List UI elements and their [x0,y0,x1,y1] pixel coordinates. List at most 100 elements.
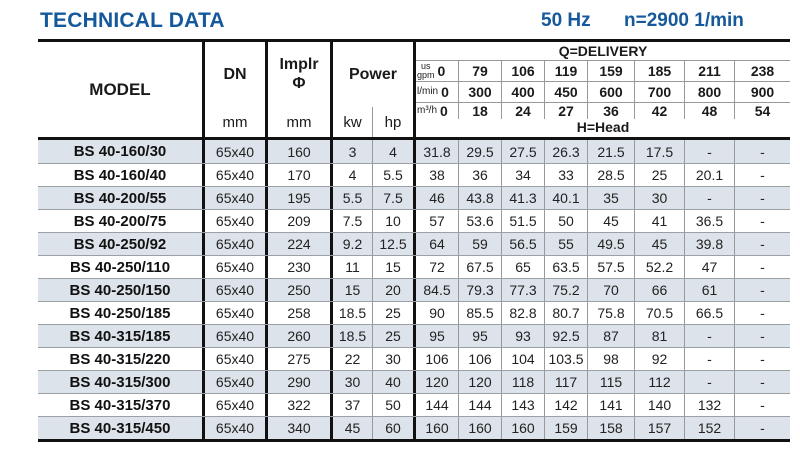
head-value-cell: - [734,187,790,209]
flow-row: m³/h 0 18 24 27 36 42 48 54 [416,103,790,119]
kw-cell: 22 [330,348,372,370]
head-value-cell: 41 [634,210,684,232]
head-value-cell: 93 [501,325,544,347]
frequency-label: 50 Hz [541,10,591,31]
delivery-title: Q=DELIVERY [416,42,790,61]
head-value-cell: 46 [413,187,458,209]
head-value-cell: - [684,140,734,163]
model-cell: BS 40-160/40 [73,166,167,184]
head-value-cell: - [734,164,790,186]
hp-cell: 15 [372,256,413,278]
head-value-cell: 142 [544,394,587,416]
head-value-cell: 82.8 [501,302,544,324]
head-value-cell: 103.5 [544,348,587,370]
head-value-cell: 36.5 [684,210,734,232]
flow-row: l/min 0 300 400 450 600 700 800 900 [416,82,790,103]
kw-cell: 15 [330,279,372,301]
head-value-cell: 63.5 [544,256,587,278]
head-value-cell: 157 [634,417,684,439]
table-row: BS 40-160/30 65x40 160 3 4 31.8 29.5 27.5 26.3 21… [38,140,790,163]
head-value-cell: 51.5 [501,210,544,232]
head-value-cell: 25 [634,164,684,186]
flow-unit-cell: us gpm 0 [416,61,458,81]
table-row: BS 40-250/110 65x40 230 11 15 72 67.5 65 63.5 57.… [38,255,790,278]
head-value-cell: 70.5 [634,302,684,324]
table-row: BS 40-250/185 65x40 258 18.5 25 90 85.5 82.8 80.… [38,301,790,324]
flow-value-cell: 300 [458,82,501,102]
head-value-cell: 120 [413,371,458,393]
head-value-cell: 21.5 [587,140,634,163]
head-value-cell: 141 [587,394,634,416]
head-value-cell: 53.6 [458,210,501,232]
head-value-cell: 31.8 [413,140,458,163]
head-value-cell: 75.8 [587,302,634,324]
flow-value-cell: 450 [544,82,587,102]
table-header: MODEL DN mm Implr Φ mm Power kw hp Q=DEL… [38,42,790,140]
impeller-label: Implr Φ [268,42,330,107]
head-value-cell: - [734,325,790,347]
table-row: BS 40-315/370 65x40 322 37 50 144 144 143 142 141… [38,393,790,416]
impeller-cell: 160 [265,140,330,163]
head-value-cell: 143 [501,394,544,416]
head-value-cell: - [734,140,790,163]
head-value-cell: 95 [458,325,501,347]
model-cell: BS 40-160/30 [73,143,167,160]
impeller-cell: 195 [265,187,330,209]
flow-value-cell: 18 [458,103,501,119]
kw-cell: 11 [330,256,372,278]
hp-unit-label: hp [372,107,413,137]
head-value-cell: 115 [587,371,634,393]
head-value-cell: 106 [413,348,458,370]
head-value-cell: 45 [587,210,634,232]
head-value-cell: 144 [413,394,458,416]
flow-value-cell: 600 [587,82,634,102]
dn-cell: 65x40 [202,394,265,416]
head-value-cell: - [684,325,734,347]
kw-cell: 7.5 [330,210,372,232]
head-value-cell: 72 [413,256,458,278]
kw-cell: 3 [330,140,372,163]
dn-cell: 65x40 [202,164,265,186]
model-cell: BS 40-200/75 [73,212,167,230]
model-cell: BS 40-250/185 [69,304,171,322]
dn-cell: 65x40 [202,256,265,278]
head-value-cell: - [684,371,734,393]
head-value-cell: 92.5 [544,325,587,347]
head-value-cell: - [734,417,790,439]
head-value-cell: 65 [501,256,544,278]
impeller-cell: 250 [265,279,330,301]
kw-cell: 18.5 [330,325,372,347]
flow-unit-label: l/min [417,86,439,97]
model-cell: BS 40-315/450 [69,419,171,437]
head-value-cell: 39.8 [684,233,734,255]
flow-value-cell: 400 [501,82,544,102]
dn-cell: 65x40 [202,140,265,163]
flow-value: 0 [440,103,448,119]
head-value-cell: 70 [587,279,634,301]
head-value-cell: - [734,279,790,301]
head-title: H=Head [576,118,630,135]
hp-cell: 12.5 [372,233,413,255]
head-value-cell: 90 [413,302,458,324]
table-row: BS 40-315/450 65x40 340 45 60 160 160 160 159 158… [38,416,790,439]
kw-unit-label: kw [343,113,362,131]
model-cell: BS 40-315/220 [69,350,171,368]
hp-cell: 25 [372,325,413,347]
head-value-cell: 106 [458,348,501,370]
delivery-flow-rows: us gpm 0 79 106 119 159 185 211 238 l/min 0 300 400 45… [416,61,790,119]
model-cell: BS 40-250/150 [69,281,171,299]
hp-cell: 5.5 [372,164,413,186]
kw-cell: 4 [330,164,372,186]
dn-label: DN [223,65,247,83]
head-value-cell: 75.2 [544,279,587,301]
flow-value-cell: 211 [684,61,734,81]
power-column-header: Power kw hp [330,42,413,137]
table-row: BS 40-200/55 65x40 195 5.5 7.5 46 43.8 41.3 40.1… [38,186,790,209]
impeller-cell: 224 [265,233,330,255]
table-body: BS 40-160/30 65x40 160 3 4 31.8 29.5 27.5 26.3 21… [38,140,790,439]
flow-value-cell: 27 [544,103,587,119]
technical-data-table: MODEL DN mm Implr Φ mm Power kw hp Q=DEL… [38,39,790,442]
flow-value-cell: 48 [684,103,734,119]
flow-value-cell: 700 [634,82,684,102]
model-cell: BS 40-250/110 [69,258,171,276]
